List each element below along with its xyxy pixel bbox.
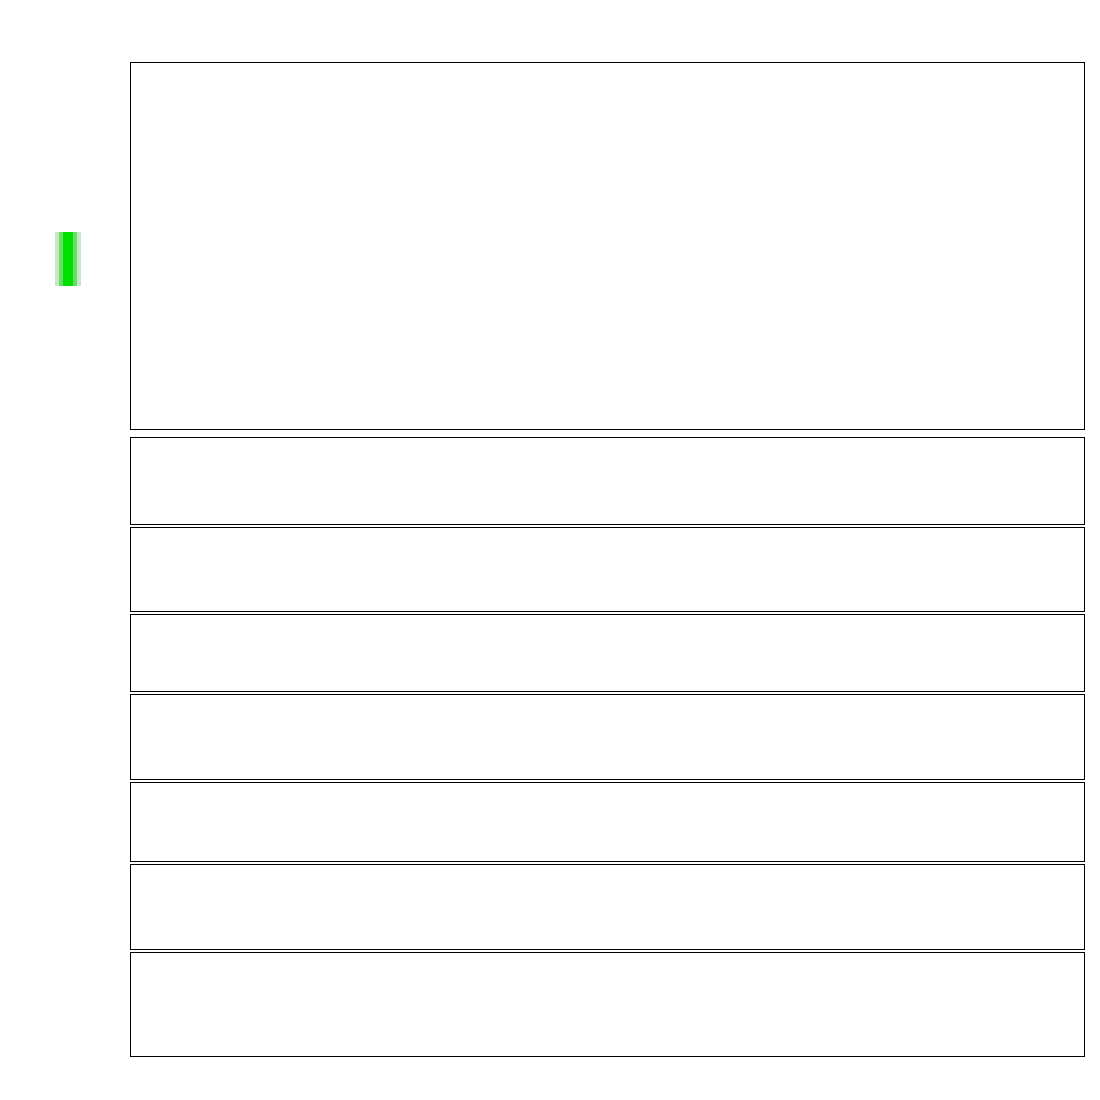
slp-thickness-panel[interactable] [130,437,1085,525]
cloud-panel[interactable] [130,864,1085,950]
precip-panel[interactable] [130,952,1085,1057]
rh2m-panel[interactable] [130,782,1085,862]
wind-panel[interactable] [130,614,1085,692]
temp2m-panel[interactable] [130,694,1085,780]
cape-li-panel[interactable] [130,527,1085,612]
upper-profile-panel[interactable] [130,62,1085,430]
rh-color-legend [55,232,81,286]
